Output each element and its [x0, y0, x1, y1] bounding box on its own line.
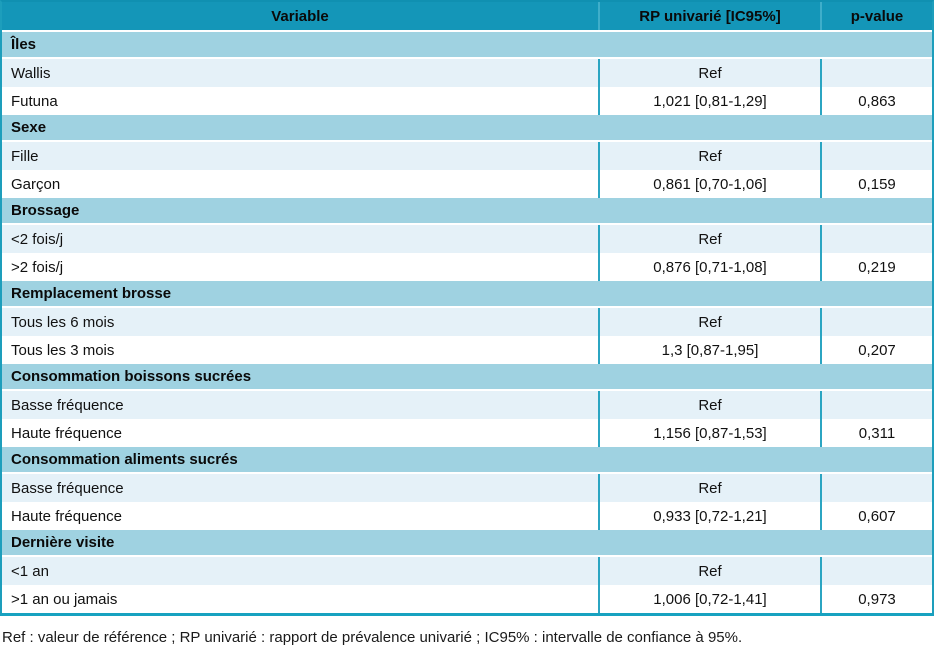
cell-pvalue: 0,207: [820, 336, 932, 364]
table-body: Îles Wallis Ref Futuna 1,021 [0,81-1,29] 0,86…: [2, 32, 932, 613]
data-row: Tous les 3 mois 1,3 [0,87-1,95] 0,207: [2, 336, 932, 364]
cell-pvalue: 0,607: [820, 502, 932, 530]
data-row: Wallis Ref: [2, 59, 932, 87]
cell-variable: Haute fréquence: [11, 424, 122, 442]
cell-pvalue: 0,219: [820, 253, 932, 281]
cell-variable: Basse fréquence: [11, 396, 124, 414]
data-row: Basse fréquence Ref: [2, 474, 932, 502]
cell-pvalue: [820, 225, 932, 253]
cell-rp: 1,006 [0,72-1,41]: [598, 585, 820, 613]
cell-variable: Tous les 6 mois: [11, 313, 115, 331]
data-row: Tous les 6 mois Ref: [2, 308, 932, 336]
data-row: Haute fréquence 0,933 [0,72-1,21] 0,607: [2, 502, 932, 530]
cell-rp: Ref: [598, 142, 820, 170]
cell-variable: Tous les 3 mois: [11, 341, 115, 359]
column-header-variable: Variable: [271, 7, 329, 25]
cell-pvalue: [820, 557, 932, 585]
cell-variable: Basse fréquence: [11, 479, 124, 497]
cell-pvalue: 0,311: [820, 419, 932, 447]
cell-pvalue: [820, 474, 932, 502]
column-header-rp-univarie: RP univarié [IC95%]: [598, 2, 820, 30]
section-band: Remplacement brosse: [2, 281, 932, 308]
cell-rp: Ref: [598, 225, 820, 253]
data-row: Garçon 0,861 [0,70-1,06] 0,159: [2, 170, 932, 198]
footnote: Ref : valeur de référence ; RP univarié …: [2, 629, 743, 646]
cell-rp: Ref: [598, 474, 820, 502]
cell-pvalue: 0,973: [820, 585, 932, 613]
cell-pvalue: [820, 142, 932, 170]
cell-pvalue: 0,863: [820, 87, 932, 115]
data-row: <1 an Ref: [2, 557, 932, 585]
cell-rp: 1,3 [0,87-1,95]: [598, 336, 820, 364]
cell-pvalue: 0,159: [820, 170, 932, 198]
cell-variable: Haute fréquence: [11, 507, 122, 525]
cell-variable: Garçon: [11, 175, 61, 193]
section-band: Dernière visite: [2, 530, 932, 557]
section-band: Sexe: [2, 115, 932, 142]
cell-rp: 0,861 [0,70-1,06]: [598, 170, 820, 198]
data-row: Futuna 1,021 [0,81-1,29] 0,863: [2, 87, 932, 115]
cell-variable: <1 an: [11, 562, 49, 580]
column-header-pvalue: p-value: [820, 2, 932, 30]
cell-rp: 0,876 [0,71-1,08]: [598, 253, 820, 281]
cell-pvalue: [820, 308, 932, 336]
section-band: Consommation aliments sucrés: [2, 447, 932, 474]
data-row: Fille Ref: [2, 142, 932, 170]
cell-variable: >1 an ou jamais: [11, 590, 118, 608]
cell-rp: 0,933 [0,72-1,21]: [598, 502, 820, 530]
cell-pvalue: [820, 391, 932, 419]
data-row: >2 fois/j 0,876 [0,71-1,08] 0,219: [2, 253, 932, 281]
cell-variable: Wallis: [11, 64, 51, 82]
stats-table: Variable RP univarié [IC95%] p-value Île…: [0, 0, 934, 616]
cell-rp: 1,156 [0,87-1,53]: [598, 419, 820, 447]
cell-variable: Futuna: [11, 92, 58, 110]
cell-rp: Ref: [598, 557, 820, 585]
data-row: <2 fois/j Ref: [2, 225, 932, 253]
cell-variable: Fille: [11, 147, 39, 165]
cell-variable: <2 fois/j: [11, 230, 64, 248]
section-band: Brossage: [2, 198, 932, 225]
section-band: Îles: [2, 32, 932, 59]
cell-variable: >2 fois/j: [11, 258, 64, 276]
data-row: Basse fréquence Ref: [2, 391, 932, 419]
cell-rp: Ref: [598, 391, 820, 419]
section-band: Consommation boissons sucrées: [2, 364, 932, 391]
data-row: Haute fréquence 1,156 [0,87-1,53] 0,311: [2, 419, 932, 447]
cell-rp: 1,021 [0,81-1,29]: [598, 87, 820, 115]
table-header-row: Variable RP univarié [IC95%] p-value: [2, 2, 932, 32]
cell-rp: Ref: [598, 308, 820, 336]
cell-rp: Ref: [598, 59, 820, 87]
cell-pvalue: [820, 59, 932, 87]
data-row: >1 an ou jamais 1,006 [0,72-1,41] 0,973: [2, 585, 932, 613]
